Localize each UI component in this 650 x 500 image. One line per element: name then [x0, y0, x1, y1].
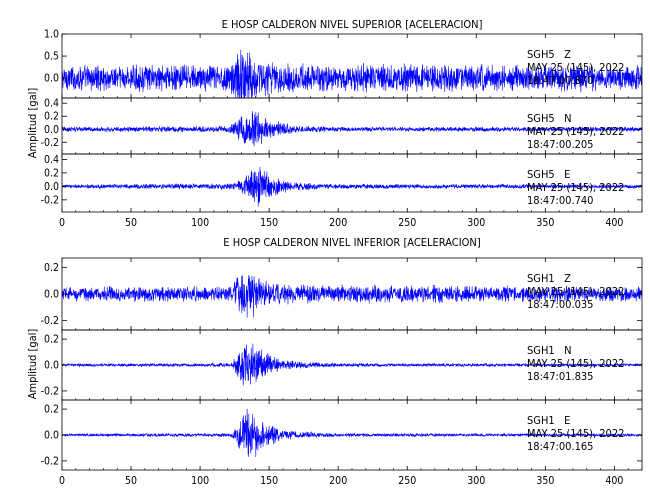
y-tick-label: 0.0	[44, 430, 59, 442]
station-channel-label: SGH1 E	[527, 414, 570, 427]
time-label: 18:47:00.205	[527, 138, 593, 151]
station-channel-label: SGH5 Z	[527, 48, 571, 61]
y-tick-label: 1.0	[44, 29, 59, 41]
y-tick-label: 0.5	[44, 51, 59, 63]
chart-title: E HOSP CALDERON NIVEL SUPERIOR [ACELERAC…	[222, 18, 483, 31]
x-tick-label: 0	[59, 475, 65, 487]
time-label: 18:47:01.835	[527, 370, 593, 383]
x-tick-label: 400	[605, 217, 623, 229]
time-label: 18:47:00.035	[527, 298, 593, 311]
y-tick-label: -0.2	[41, 315, 59, 327]
y-tick-label: 0.0	[44, 181, 59, 193]
station-channel-label: SGH1 Z	[527, 272, 571, 285]
x-tick-label: 100	[191, 475, 209, 487]
x-tick-label: 300	[467, 475, 485, 487]
waveform-series-line	[62, 111, 642, 147]
y-tick-label: 0.2	[44, 167, 59, 179]
x-tick-label: 150	[260, 475, 278, 487]
time-label: 18:47:00.740	[527, 194, 593, 207]
chart-group-2: E HOSP CALDERON NIVEL INFERIOR [ACELERAC…	[26, 236, 643, 487]
time-label: 18:47:00.870	[527, 74, 593, 87]
x-tick-label: 50	[125, 475, 137, 487]
time-label: 18:47:00.165	[527, 440, 593, 453]
x-tick-label: 200	[329, 475, 347, 487]
x-tick-label: 300	[467, 217, 485, 229]
waveform-series-line	[62, 49, 642, 98]
y-tick-label: 0.2	[44, 404, 59, 416]
station-channel-label: SGH5 N	[527, 112, 572, 125]
y-tick-label: 0.2	[44, 111, 59, 123]
y-axis-label: Amplitud [gal]	[26, 88, 39, 159]
date-label: MAY 25 (145), 2022	[527, 125, 624, 138]
y-axis-label: Amplitud [gal]	[26, 329, 39, 400]
waveform-series-line	[62, 274, 642, 318]
y-tick-label: 0.0	[44, 360, 59, 372]
date-label: MAY 25 (145), 2022	[527, 285, 624, 298]
x-tick-label: 150	[260, 217, 278, 229]
y-tick-label: 0.2	[44, 334, 59, 346]
y-tick-label: 0.4	[44, 98, 59, 110]
date-label: MAY 25 (145), 2022	[527, 357, 624, 370]
y-tick-label: 0.0	[44, 124, 59, 136]
x-tick-label: 350	[536, 217, 554, 229]
waveform-series-line	[62, 408, 642, 457]
x-tick-label: 250	[398, 217, 416, 229]
y-tick-label: 0.0	[44, 73, 59, 85]
y-tick-label: -0.2	[41, 137, 59, 149]
x-tick-label: 50	[125, 217, 137, 229]
station-channel-label: SGH5 E	[527, 168, 570, 181]
x-tick-label: 200	[329, 217, 347, 229]
y-tick-label: -0.2	[41, 455, 59, 467]
chart-title: E HOSP CALDERON NIVEL INFERIOR [ACELERAC…	[223, 236, 481, 249]
y-tick-label: -0.2	[41, 194, 59, 206]
x-tick-label: 350	[536, 475, 554, 487]
chart-group-1: E HOSP CALDERON NIVEL SUPERIOR [ACELERAC…	[26, 18, 643, 229]
x-tick-label: 0	[59, 217, 65, 229]
waveform-series-line	[62, 343, 642, 386]
date-label: MAY 25 (145), 2022	[527, 181, 624, 194]
y-tick-label: -0.2	[41, 385, 59, 397]
x-tick-label: 100	[191, 217, 209, 229]
x-tick-label: 400	[605, 475, 623, 487]
date-label: MAY 25 (145), 2022	[527, 61, 624, 74]
station-channel-label: SGH1 N	[527, 344, 572, 357]
y-tick-label: 0.2	[44, 262, 59, 274]
date-label: MAY 25 (145), 2022	[527, 427, 624, 440]
x-tick-label: 250	[398, 475, 416, 487]
y-tick-label: 0.4	[44, 154, 59, 166]
waveform-series-line	[62, 166, 642, 207]
y-tick-label: 0.0	[44, 289, 59, 301]
